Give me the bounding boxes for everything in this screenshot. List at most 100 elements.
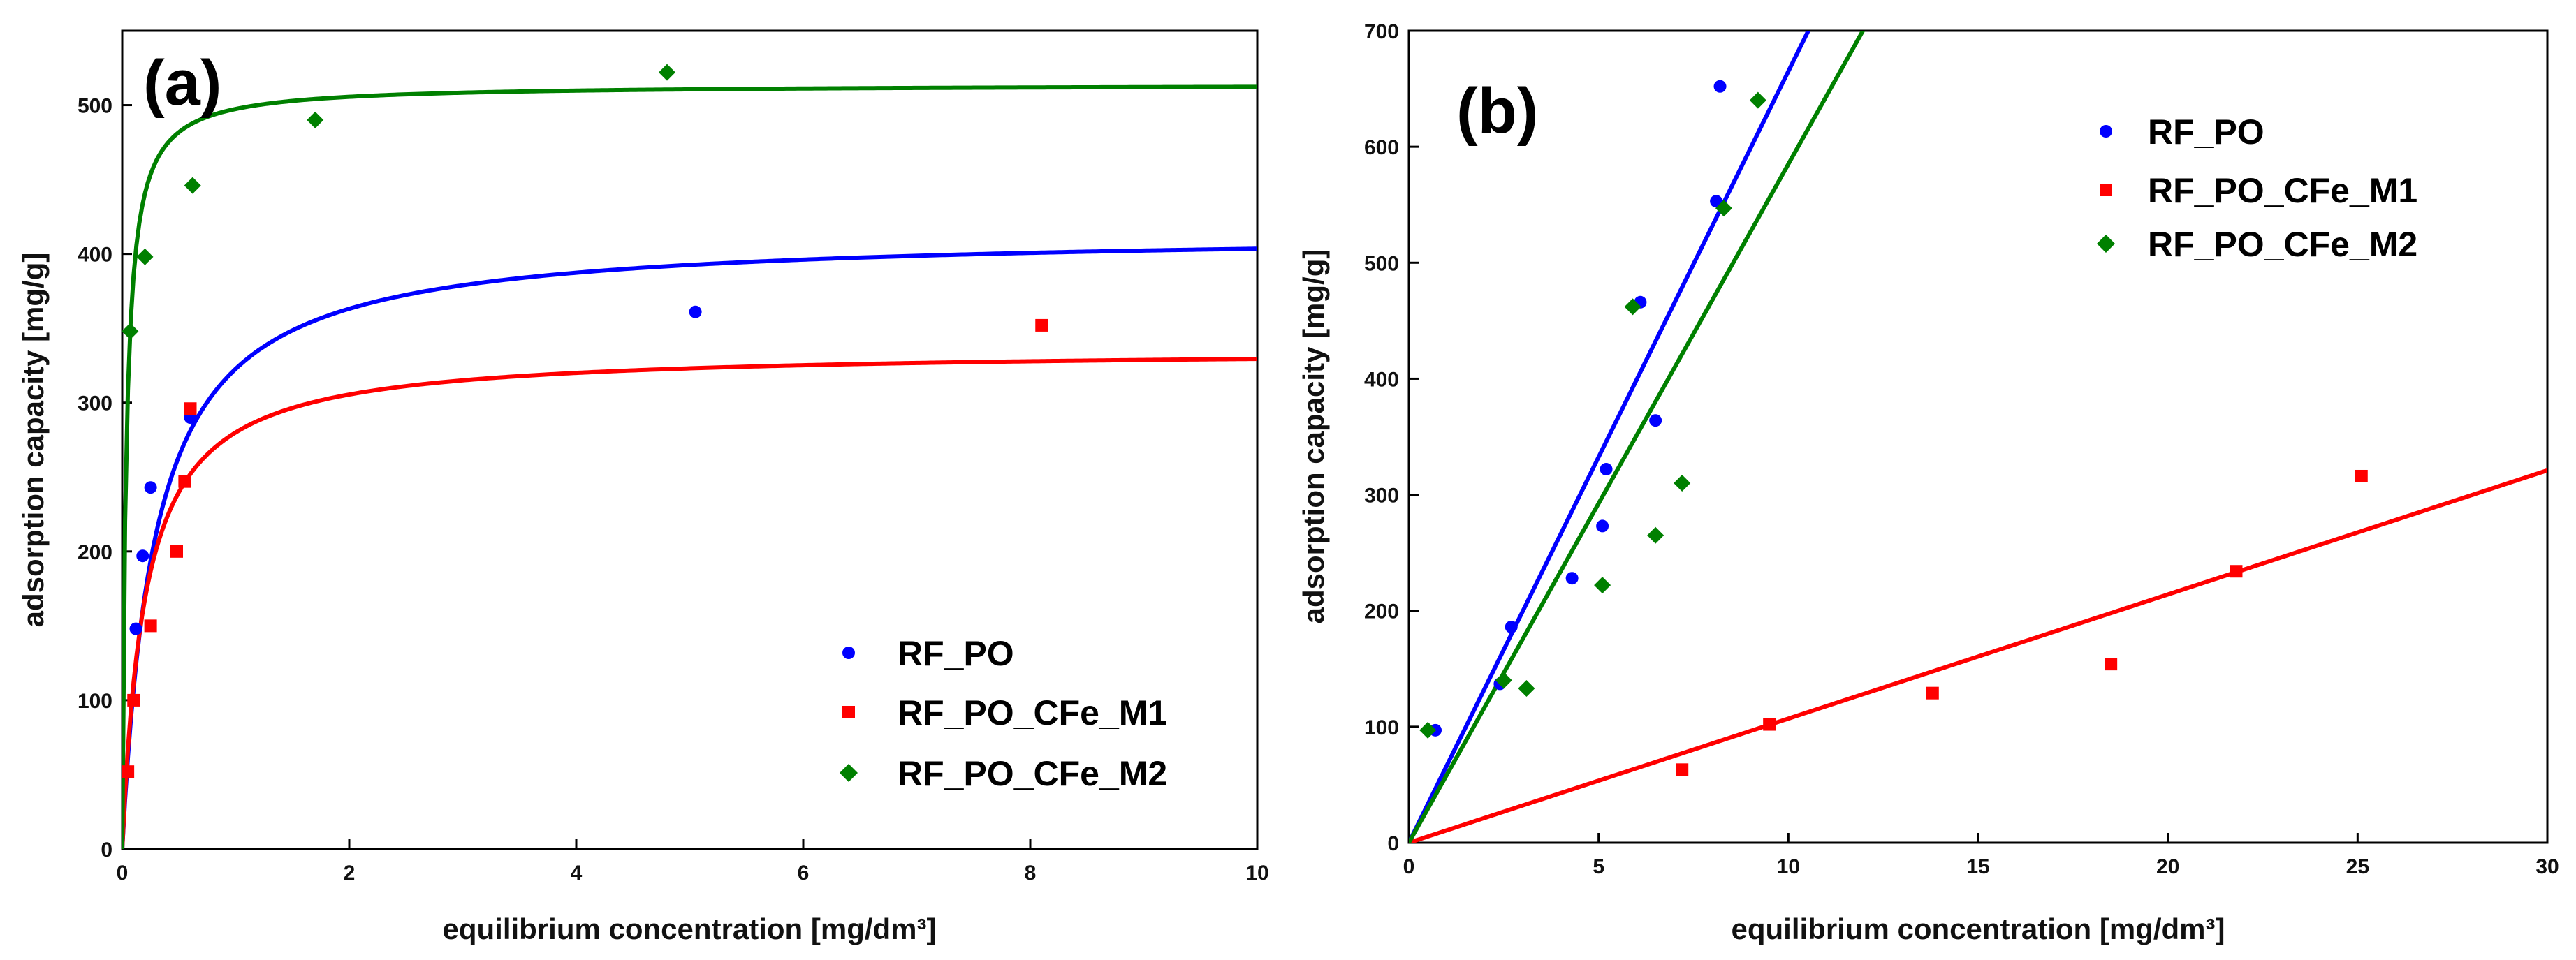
y-tick-label: 0 xyxy=(101,839,112,862)
y-axis-label: adsorption capacity [mg/g] xyxy=(17,253,50,628)
legend-entry: RF_PO_CFe_M2 xyxy=(2097,225,2417,264)
data-point-rf-po-cfe-m2 xyxy=(307,111,324,128)
y-axis-label: adsorption capacity [mg/g] xyxy=(1297,249,1330,624)
legend-label: RF_PO_CFe_M2 xyxy=(898,754,1167,793)
data-point-rf-po-cfe-m1 xyxy=(1035,318,1048,332)
x-tick-label: 5 xyxy=(1593,855,1604,878)
data-point-rf-po xyxy=(144,481,157,494)
fit-curves xyxy=(122,84,1257,849)
y-tick-label: 0 xyxy=(1387,832,1399,855)
data-point-rf-po-cfe-m1 xyxy=(2105,658,2118,671)
legend-label: RF_PO_CFe_M1 xyxy=(898,693,1167,732)
data-point-rf-po-cfe-m2 xyxy=(1419,721,1437,739)
data-points xyxy=(1419,80,2368,776)
legend-marker xyxy=(842,647,855,659)
legend-entry: RF_PO xyxy=(842,634,1014,673)
fit-line-rf-po-cfe-m2 xyxy=(1409,31,1866,843)
legend-entry: RF_PO_CFe_M2 xyxy=(840,754,1167,793)
data-point-rf-po-cfe-m2 xyxy=(136,248,154,265)
data-point-rf-po-cfe-m2 xyxy=(1647,526,1664,544)
legend-entry: RF_PO_CFe_M1 xyxy=(2100,171,2417,210)
x-tick-label: 10 xyxy=(1245,862,1268,885)
legend-entry: RF_PO xyxy=(2100,112,2264,152)
data-point-rf-po-cfe-m2 xyxy=(1715,200,1732,217)
data-point-rf-po xyxy=(1565,572,1579,585)
x-tick-label: 2 xyxy=(344,862,356,885)
data-point-rf-po-cfe-m2 xyxy=(122,323,139,340)
plot-frame xyxy=(121,29,1259,850)
y-tick-label: 300 xyxy=(1364,485,1399,508)
x-tick-label: 6 xyxy=(798,862,810,885)
legend-label: RF_PO_CFe_M2 xyxy=(2148,225,2417,264)
data-point-rf-po-cfe-m2 xyxy=(1495,672,1512,689)
data-point-rf-po-cfe-m2 xyxy=(184,177,201,194)
data-point-rf-po-cfe-m1 xyxy=(2355,469,2368,482)
x-tick-label: 4 xyxy=(571,862,583,885)
data-points xyxy=(122,64,1048,778)
y-tick-label: 100 xyxy=(1364,716,1399,739)
x-tick-label: 30 xyxy=(2535,855,2559,878)
data-point-rf-po xyxy=(1596,519,1609,533)
x-tick-label: 0 xyxy=(1403,855,1415,878)
data-point-rf-po xyxy=(129,622,142,635)
x-tick-label: 10 xyxy=(1777,855,1800,878)
fit-line-rf-po xyxy=(1409,31,1811,843)
data-point-rf-po-cfe-m1 xyxy=(170,545,183,558)
data-point-rf-po-cfe-m2 xyxy=(1594,577,1611,594)
panel-label: (b) xyxy=(1456,75,1538,147)
y-tick-label: 300 xyxy=(78,392,112,415)
y-tick-label: 700 xyxy=(1364,20,1399,43)
y-tick-label: 400 xyxy=(78,244,112,267)
data-point-rf-po-cfe-m1 xyxy=(144,619,157,633)
legend: RF_PO RF_PO_CFe_M1 RF_PO_CFe_M2 xyxy=(840,634,1167,793)
data-point-rf-po xyxy=(689,305,702,318)
legend-marker xyxy=(840,764,858,782)
x-tick-label: 15 xyxy=(1966,855,1989,878)
fit-lines xyxy=(1409,31,2547,843)
data-point-rf-po-cfe-m1 xyxy=(122,765,135,778)
fit-line-rf-po-cfe-m1 xyxy=(122,357,1257,849)
data-point-rf-po-cfe-m2 xyxy=(1674,474,1691,492)
legend-label: RF_PO xyxy=(898,634,1014,673)
x-tick-label: 20 xyxy=(2156,855,2179,878)
data-point-rf-po-cfe-m1 xyxy=(127,693,140,707)
data-point-rf-po xyxy=(1505,620,1518,633)
legend-label: RF_PO_CFe_M1 xyxy=(2148,171,2417,210)
data-point-rf-po-cfe-m2 xyxy=(1624,298,1641,316)
y-tick-label: 400 xyxy=(1364,368,1399,391)
fit-line-rf-po-cfe-m2 xyxy=(122,84,1257,849)
data-point-rf-po-cfe-m1 xyxy=(1676,763,1689,776)
y-tick-label: 500 xyxy=(78,95,112,118)
data-point-rf-po xyxy=(136,549,149,563)
fit-line-rf-po-cfe-m1 xyxy=(1409,468,2547,843)
data-point-rf-po xyxy=(1649,414,1662,427)
y-tick-label: 600 xyxy=(1364,136,1399,159)
panel-label: (a) xyxy=(143,47,221,119)
data-point-rf-po-cfe-m2 xyxy=(1518,680,1535,697)
y-tick-label: 100 xyxy=(78,690,112,713)
data-point-rf-po-cfe-m1 xyxy=(1763,718,1776,731)
fit-line-rf-po xyxy=(122,246,1257,849)
y-tick-label: 200 xyxy=(78,541,112,564)
legend-entry: RF_PO_CFe_M1 xyxy=(842,693,1167,732)
x-tick-label: 8 xyxy=(1025,862,1037,885)
plot-frame xyxy=(1407,29,2549,844)
legend-label: RF_PO xyxy=(2148,112,2264,152)
data-point-rf-po xyxy=(1713,80,1727,93)
legend: RF_PO RF_PO_CFe_M1 RF_PO_CFe_M2 xyxy=(2097,112,2417,264)
data-point-rf-po-cfe-m1 xyxy=(178,475,191,488)
legend-marker xyxy=(2100,184,2112,196)
x-tick-label: 0 xyxy=(117,862,129,885)
legend-marker xyxy=(2097,235,2115,253)
data-point-rf-po-cfe-m1 xyxy=(1926,686,1939,700)
data-point-rf-po-cfe-m1 xyxy=(2230,565,2243,578)
legend-marker xyxy=(842,706,855,718)
x-tick-label: 25 xyxy=(2346,855,2369,878)
data-point-rf-po-cfe-m2 xyxy=(659,64,675,81)
y-tick-label: 200 xyxy=(1364,600,1399,623)
